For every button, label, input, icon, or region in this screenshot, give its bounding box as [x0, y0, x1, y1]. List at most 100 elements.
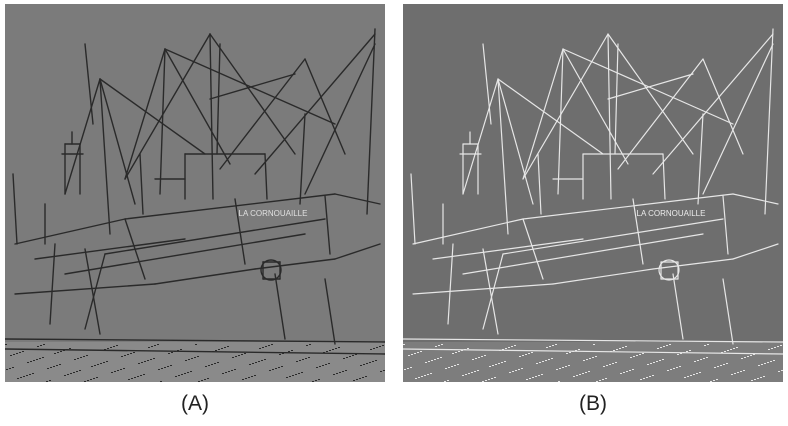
ground-speckle — [491, 378, 493, 379]
ground-speckle — [281, 366, 283, 367]
ground-speckle — [642, 353, 644, 354]
edge-line — [632, 198, 644, 265]
ground-speckle — [781, 370, 783, 371]
ground-speckle — [339, 372, 341, 373]
ground-speckle — [70, 373, 72, 374]
ground-speckle — [197, 356, 199, 357]
ground-speckle — [736, 347, 738, 348]
edge-line — [522, 193, 734, 220]
ground-speckle — [750, 355, 752, 356]
ground-speckle — [656, 361, 658, 362]
ground-speckle — [124, 355, 126, 356]
ground-speckle — [733, 348, 735, 349]
ground-speckle — [670, 369, 672, 370]
ground-speckle — [778, 371, 780, 372]
ground-speckle — [212, 351, 214, 352]
ground-speckle — [120, 369, 122, 370]
ground-speckle — [555, 344, 557, 345]
ground-speckle — [599, 380, 601, 381]
ground-speckle — [195, 344, 197, 345]
edge-line — [219, 58, 306, 170]
ground-speckle — [198, 381, 200, 382]
ground-speckle — [501, 362, 503, 363]
ground-speckle — [380, 371, 382, 372]
edge-line — [432, 238, 584, 260]
ground-speckle — [241, 354, 243, 355]
hull-lettering-a: LA CORNOUAILLE — [239, 209, 308, 218]
ground-speckle — [662, 359, 664, 360]
ground-speckle — [19, 352, 21, 353]
ground-speckle — [686, 351, 688, 352]
edge-line — [562, 48, 734, 125]
ground-speckle — [541, 374, 543, 375]
ground-speckle — [76, 371, 78, 372]
ground-speckle — [59, 364, 61, 365]
ground-speckle — [649, 376, 651, 377]
edge-line — [124, 48, 166, 180]
ground-speckle — [121, 356, 123, 357]
ground-speckle — [6, 369, 8, 370]
edge-line — [209, 73, 296, 100]
ground-speckle — [593, 344, 595, 345]
ground-speckle — [556, 369, 558, 370]
ground-speckle — [562, 367, 564, 368]
ground-speckle — [84, 381, 86, 382]
ground-speckle — [372, 361, 374, 362]
ground-speckle — [575, 350, 577, 351]
ground-speckle — [375, 360, 377, 361]
ground-speckle — [505, 348, 507, 349]
edge-line — [99, 78, 136, 205]
ground-speckle — [444, 381, 446, 382]
ground-speckle — [514, 345, 516, 346]
ground-speckle — [716, 379, 718, 380]
ground-speckle — [279, 354, 281, 355]
ground-speckle — [588, 371, 590, 372]
ground-speckle — [80, 357, 82, 358]
ground-speckle — [690, 375, 692, 376]
ground-speckle — [204, 379, 206, 380]
ground-speckle — [605, 378, 607, 379]
ground-speckle — [244, 353, 246, 354]
ground-speckle — [438, 345, 440, 346]
ground-speckle — [148, 347, 150, 348]
ground-speckle — [185, 360, 187, 361]
ground-speckle — [689, 350, 691, 351]
edge-line — [497, 78, 509, 235]
edge-line — [5, 338, 385, 343]
ground-speckle — [222, 373, 224, 374]
ground-speckle — [67, 374, 69, 375]
ground-speckle — [26, 375, 28, 376]
edge-line — [164, 48, 231, 165]
edge-line — [84, 253, 106, 330]
ground-speckle — [741, 358, 743, 359]
ground-speckle — [565, 366, 567, 367]
edge-line — [537, 153, 542, 215]
ground-speckle — [379, 346, 381, 347]
ground-speckle — [747, 356, 749, 357]
edge-line — [562, 48, 629, 165]
ground-speckle — [315, 380, 317, 381]
ground-speckle — [478, 357, 480, 358]
ground-speckle — [308, 357, 310, 358]
ground-speckle — [508, 347, 510, 348]
ground-speckle — [353, 380, 355, 381]
ground-speckle — [268, 345, 270, 346]
ground-speckle — [366, 363, 368, 364]
ground-speckle — [498, 363, 500, 364]
ground-speckle — [365, 376, 367, 377]
ground-speckle — [687, 376, 689, 377]
ground-speckle — [454, 365, 456, 366]
ground-speckle — [625, 346, 627, 347]
panel-b-image: LA CORNOUAILLE — [403, 4, 783, 382]
boat-scene-b — [403, 28, 783, 382]
ground-speckle — [455, 352, 457, 353]
ground-speckle — [295, 374, 297, 375]
edge-line — [412, 283, 554, 295]
ground-speckle — [704, 345, 706, 346]
ground-speckle — [133, 352, 135, 353]
ground-speckle — [205, 366, 207, 367]
ground-speckle — [101, 350, 103, 351]
ground-speckle — [462, 375, 464, 376]
ground-speckle — [261, 360, 263, 361]
edge-line — [497, 78, 534, 205]
